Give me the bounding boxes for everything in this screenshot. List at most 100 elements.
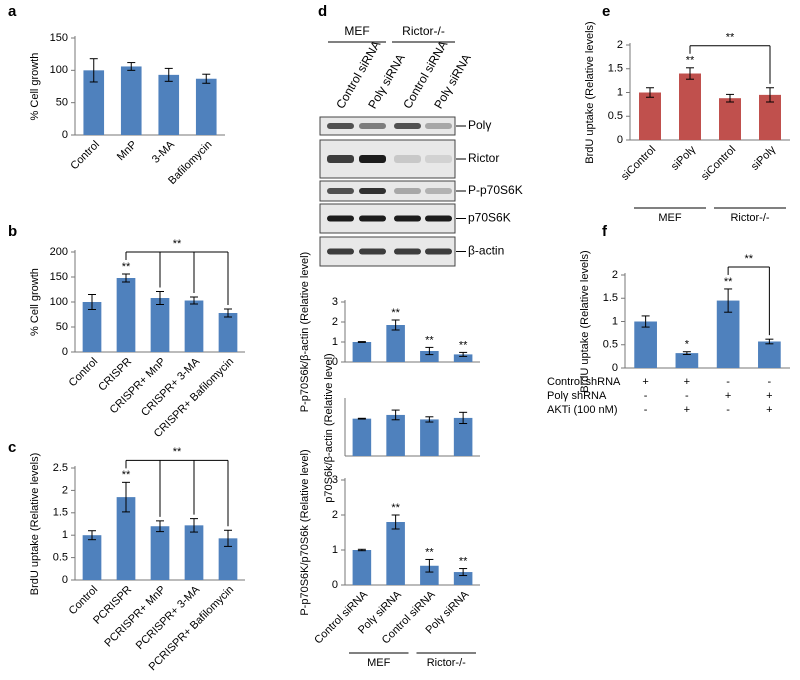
significance-label: ** (686, 55, 695, 67)
y-tick-label: 0 (332, 356, 338, 368)
x-tick-label: siControl (619, 144, 658, 183)
bar (352, 418, 372, 456)
blot-band (327, 155, 354, 163)
error-bar (765, 338, 774, 345)
y-tick-label: 50 (56, 321, 68, 333)
bar (184, 300, 204, 352)
error-bar (164, 67, 173, 82)
y-tick-label: 100 (50, 296, 68, 308)
panel-letter: c (8, 439, 16, 456)
y-tick-label: 2 (332, 509, 338, 521)
error-bar (224, 529, 232, 547)
blot-band (394, 248, 421, 255)
significance-label: ** (425, 334, 434, 346)
bracket-label: ** (173, 238, 182, 250)
blot-band (425, 215, 452, 222)
error-bar (190, 296, 198, 305)
y-tick-label: 2 (617, 39, 623, 51)
y-tick-label: 0 (62, 129, 68, 141)
blot-band (327, 215, 354, 222)
blot-band (394, 215, 421, 222)
error-bar (391, 409, 400, 421)
blot-band (327, 248, 354, 255)
bar (453, 354, 473, 362)
error-bar (459, 411, 468, 425)
error-bar (224, 308, 232, 318)
error-bar (202, 73, 211, 84)
row-label: Polγ (468, 118, 491, 132)
significance-label: ** (122, 261, 131, 273)
x-tick-label: Control siRNA (312, 588, 370, 646)
bar (83, 70, 105, 135)
y-tick-label: 50 (56, 97, 68, 109)
error-bar (357, 548, 366, 552)
y-tick-label: 0.5 (603, 339, 618, 351)
bar (150, 526, 170, 580)
y-tick-label: 1 (332, 336, 338, 348)
error-bar (88, 294, 96, 310)
bar (120, 66, 142, 135)
bar (453, 572, 473, 585)
condition-name: AKTi (100 nM) (547, 404, 618, 416)
error-bar (391, 319, 400, 331)
x-tick-label: CRISPR+ 3-MA (139, 355, 203, 419)
significance-label: ** (459, 555, 468, 567)
error-bar (459, 568, 468, 577)
condition-sign: - (726, 404, 730, 416)
x-tick-label: Control (67, 584, 101, 618)
y-axis-label: BrdU uptake (Relative levels) (579, 250, 591, 392)
bar (218, 313, 238, 352)
row-label: p70S6K (468, 211, 511, 225)
bar (82, 302, 102, 352)
error-bar (686, 67, 694, 80)
x-tick-label: siPolγ (669, 143, 699, 173)
condition-sign: - (768, 376, 772, 388)
group-label: Rictor-/- (730, 212, 769, 224)
error-bar (156, 291, 164, 305)
bar (158, 74, 180, 135)
y-tick-label: 200 (50, 246, 68, 258)
condition-sign: + (766, 390, 772, 402)
bar (679, 73, 701, 140)
bar (758, 341, 781, 368)
bar (716, 300, 740, 368)
bracket-label: ** (173, 446, 182, 458)
group-label: MEF (344, 24, 369, 38)
significance-label: * (685, 339, 690, 351)
blot-strip (319, 116, 456, 136)
y-tick-label: 100 (50, 64, 68, 76)
x-tick-label: Control (68, 139, 102, 173)
y-tick-label: 2 (612, 269, 618, 281)
error-bar (357, 341, 366, 343)
bar (82, 535, 102, 580)
bar (719, 98, 741, 140)
y-tick-label: 1.5 (603, 292, 618, 304)
y-tick-label: 1 (332, 544, 338, 556)
error-bar (646, 87, 654, 98)
y-tick-label: 0.5 (608, 110, 623, 122)
error-bar (726, 93, 734, 103)
bar (420, 351, 439, 362)
condition-sign: - (726, 376, 730, 388)
blot-band (359, 188, 386, 194)
y-tick-label: 0 (62, 346, 68, 358)
error-bar (391, 514, 400, 530)
y-tick-label: 2 (62, 484, 68, 496)
y-tick-label: 1 (62, 529, 68, 541)
blot-strip (319, 180, 456, 202)
blot-band (359, 155, 386, 163)
error-bar (122, 481, 130, 513)
bar (639, 92, 661, 140)
bar (453, 417, 473, 456)
bar (116, 497, 136, 580)
error-bar (459, 351, 468, 357)
y-tick-label: 2 (332, 316, 338, 328)
condition-sign: + (684, 376, 690, 388)
bar (759, 94, 781, 140)
y-axis-label: % Cell growth (29, 268, 41, 336)
row-label: Rictor (468, 151, 499, 165)
x-tick-label: PCRISPR+ 3-MA (134, 583, 203, 652)
blot-band (394, 155, 421, 163)
y-tick-label: 150 (50, 32, 68, 44)
panel-letter: f (602, 223, 608, 240)
